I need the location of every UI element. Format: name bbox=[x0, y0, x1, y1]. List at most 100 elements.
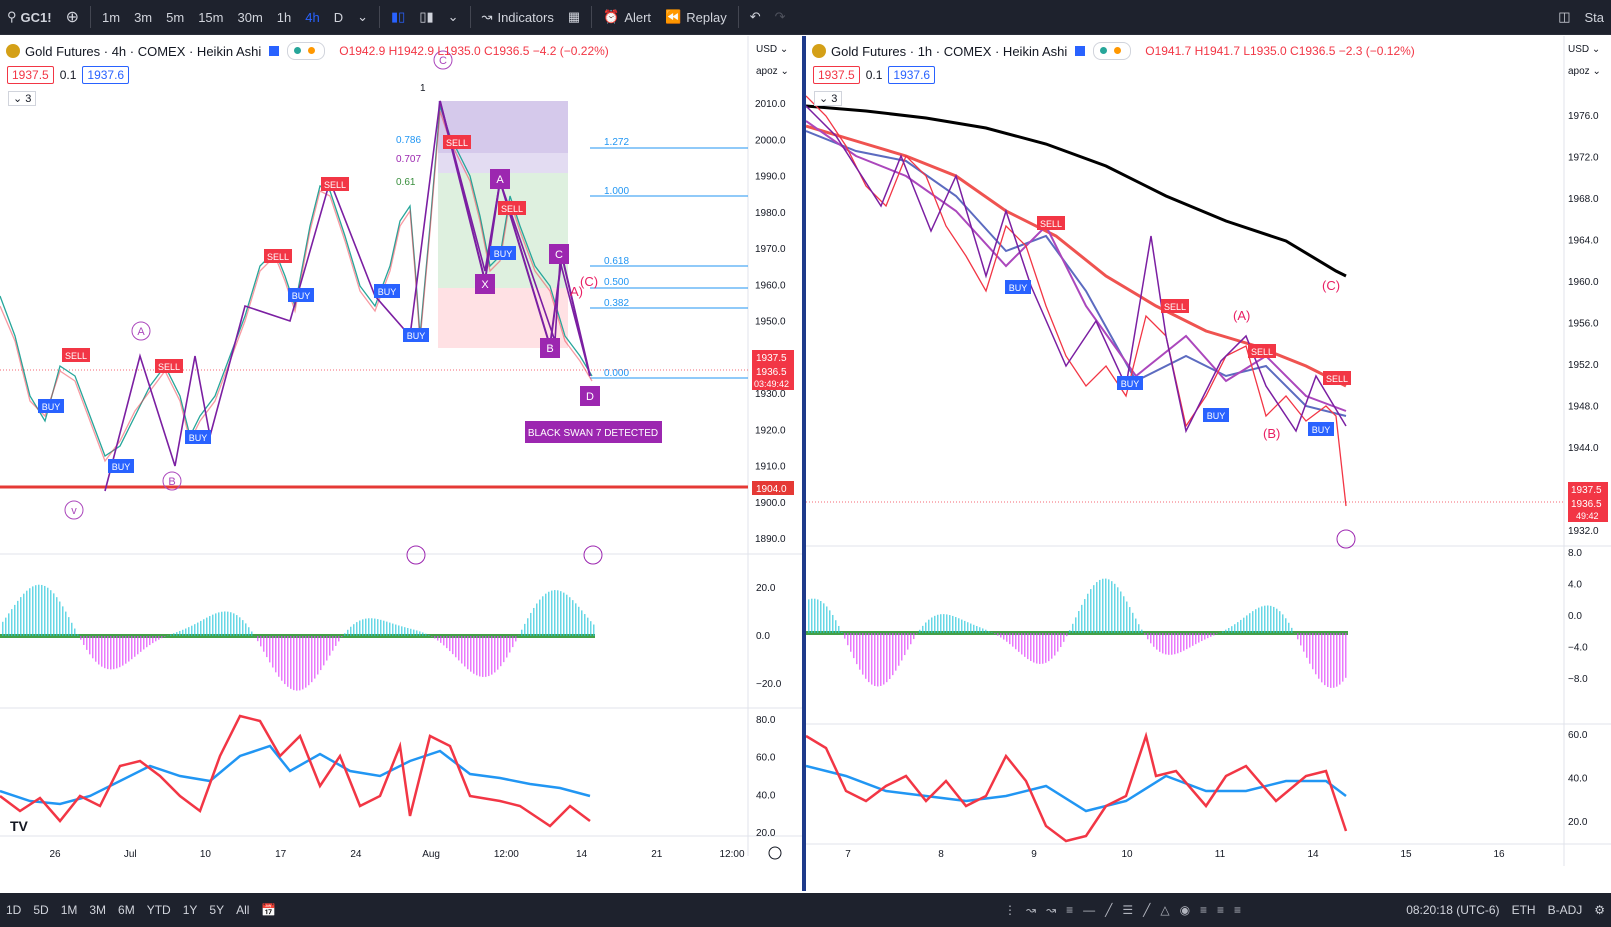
currency-selector[interactable]: USD ⌄ bbox=[1568, 44, 1601, 55]
interval-1h[interactable]: 1h bbox=[276, 9, 292, 25]
range-YTD[interactable]: YTD bbox=[146, 903, 171, 917]
right-chart-canvas[interactable]: (A) (B) (C) SELL SELL SELL SELL BUY BUY … bbox=[806, 36, 1611, 891]
indicators-button[interactable]: ↝ Indicators bbox=[475, 0, 561, 34]
event-icon[interactable] bbox=[406, 545, 426, 565]
buy-signal[interactable]: BUY bbox=[38, 399, 64, 413]
settings-gear-icon[interactable]: ⚙ bbox=[1594, 903, 1605, 917]
alert-button[interactable]: ⏰ Alert bbox=[596, 0, 658, 34]
interval-dropdown[interactable]: ⌄ bbox=[350, 0, 375, 34]
osc-tick: 40.0 bbox=[756, 790, 776, 801]
range-5Y[interactable]: 5Y bbox=[209, 903, 225, 917]
pattern-marker-B[interactable]: B bbox=[540, 338, 560, 358]
range-1Y[interactable]: 1Y bbox=[182, 903, 198, 917]
lightning-icon[interactable] bbox=[583, 545, 603, 565]
flag-icon[interactable] bbox=[269, 46, 280, 56]
pattern-marker-X[interactable]: X bbox=[475, 274, 495, 294]
pattern-marker-D[interactable]: D bbox=[580, 386, 600, 406]
buy-signal[interactable]: BUY bbox=[1308, 422, 1334, 436]
sell-signal[interactable]: SELL bbox=[62, 348, 90, 362]
pane-divider[interactable] bbox=[802, 36, 806, 891]
sell-signal[interactable]: SELL bbox=[498, 201, 526, 215]
undo-button[interactable]: ↶ bbox=[743, 0, 768, 34]
collapse-indicators-button[interactable]: ⌄ 3 bbox=[8, 91, 37, 106]
signal-text: BUY bbox=[1121, 379, 1140, 389]
wave-label-A[interactable]: A bbox=[131, 321, 151, 341]
wave-label-v[interactable]: v bbox=[64, 500, 84, 520]
buy-signal[interactable]: BUY bbox=[1203, 408, 1229, 422]
adjust-toggle[interactable]: B-ADJ bbox=[1547, 903, 1583, 917]
lightning-icon[interactable] bbox=[1336, 529, 1356, 549]
sell-signal[interactable]: SELL bbox=[1323, 371, 1351, 385]
goto-date-button[interactable]: 📅 bbox=[255, 903, 282, 917]
interval-30m[interactable]: 30m bbox=[237, 9, 263, 25]
redo-button[interactable]: ↷ bbox=[768, 0, 793, 34]
buy-signal[interactable]: BUY bbox=[403, 328, 429, 342]
collapse-indicators-button[interactable]: ⌄ 3 bbox=[814, 91, 843, 106]
settings-gear-icon[interactable] bbox=[768, 846, 782, 860]
range-All[interactable]: All bbox=[236, 903, 250, 917]
fib-label: 0.618 bbox=[604, 256, 629, 267]
left-time-axis[interactable]: 26 Jul 10 17 24 Aug 12:00 14 21 12:00 bbox=[49, 849, 745, 860]
sell-signal[interactable]: SELL bbox=[321, 177, 349, 191]
flag-icon[interactable] bbox=[1075, 46, 1086, 56]
right-chart-pane[interactable]: Gold Futures · 1h · COMEX · Heikin Ashi … bbox=[806, 36, 1611, 891]
interval-3m[interactable]: 3m bbox=[134, 9, 153, 25]
sell-signal[interactable]: SELL bbox=[155, 359, 183, 373]
histogram-bar bbox=[889, 633, 891, 679]
add-symbol-button[interactable]: ⊕ bbox=[59, 0, 86, 34]
range-3M[interactable]: 3M bbox=[89, 903, 107, 917]
histogram-bar bbox=[1141, 629, 1143, 633]
buy-signal[interactable]: BUY bbox=[490, 246, 516, 260]
sell-price[interactable]: 1937.5 bbox=[7, 66, 54, 84]
bar-type-button[interactable]: ▯▮ bbox=[412, 0, 440, 34]
left-chart-canvas[interactable]: 1.272 1.000 0.618 0.500 0.382 0.000 0.78… bbox=[0, 36, 802, 891]
chart-type-dropdown[interactable]: ⌄ bbox=[441, 0, 466, 34]
right-price-axis[interactable]: 1976.0 1972.0 1968.0 1964.0 1960.0 1956.0 1952… bbox=[1568, 111, 1599, 537]
buy-signal[interactable]: BUY bbox=[108, 459, 134, 473]
buy-signal[interactable]: BUY bbox=[1005, 280, 1031, 294]
layout-button[interactable]: ◫ bbox=[1551, 0, 1577, 34]
session-toggle[interactable]: ETH bbox=[1511, 903, 1536, 917]
sell-signal[interactable]: SELL bbox=[1037, 216, 1065, 230]
buy-signal[interactable]: BUY bbox=[288, 288, 314, 302]
interval-15m[interactable]: 15m bbox=[198, 9, 224, 25]
right-time-axis[interactable]: 7 8 9 10 11 14 15 16 bbox=[845, 849, 1505, 860]
histogram-bar bbox=[853, 633, 855, 659]
range-1D[interactable]: 1D bbox=[6, 903, 22, 917]
wave-label-B[interactable]: B bbox=[162, 471, 182, 491]
buy-signal[interactable]: BUY bbox=[374, 284, 400, 298]
wave-label-C[interactable]: C bbox=[433, 50, 453, 70]
drawing-tools[interactable]: ⋮↝↝≡—╱☰╱△◉≡≡≡ bbox=[998, 903, 1257, 917]
interval-D[interactable]: D bbox=[333, 9, 344, 25]
left-chart-pane[interactable]: Gold Futures · 4h · COMEX · Heikin Ashi … bbox=[0, 36, 802, 891]
histogram-bar bbox=[1177, 633, 1179, 654]
clock[interactable]: 08:20:18 (UTC-6) bbox=[1406, 903, 1500, 917]
sell-signal[interactable]: SELL bbox=[1161, 299, 1189, 313]
sell-signal[interactable]: SELL bbox=[264, 249, 292, 263]
replay-button[interactable]: ⏪ Replay bbox=[658, 0, 734, 34]
pattern-marker-C[interactable]: C bbox=[549, 244, 569, 264]
range-5D[interactable]: 5D bbox=[33, 903, 49, 917]
buy-price[interactable]: 1937.6 bbox=[888, 66, 936, 84]
templates-button[interactable]: ▦ bbox=[561, 0, 587, 34]
sell-signal[interactable]: SELL bbox=[1248, 344, 1276, 358]
interval-1m[interactable]: 1m bbox=[102, 9, 121, 25]
scale-selector[interactable]: apoz ⌄ bbox=[1568, 66, 1601, 77]
black-swan-alert[interactable]: BLACK SWAN 7 DETECTED bbox=[525, 421, 662, 443]
left-price-axis[interactable]: 2010.0 2000.0 1990.0 1980.0 1970.0 1960.0 1950… bbox=[755, 99, 786, 545]
range-1M[interactable]: 1M bbox=[60, 903, 78, 917]
range-6M[interactable]: 6M bbox=[118, 903, 135, 917]
interval-5m[interactable]: 5m bbox=[166, 9, 185, 25]
interval-4h[interactable]: 4h bbox=[305, 9, 320, 25]
currency-selector[interactable]: USD ⌄ bbox=[756, 44, 789, 55]
buy-signal[interactable]: BUY bbox=[1117, 376, 1143, 390]
buy-price[interactable]: 1937.6 bbox=[82, 66, 130, 84]
scale-selector[interactable]: apoz ⌄ bbox=[756, 66, 789, 77]
pattern-marker-A[interactable]: A bbox=[490, 169, 510, 189]
right-truncated[interactable]: Sta bbox=[1584, 9, 1604, 25]
sell-signal[interactable]: SELL bbox=[443, 135, 471, 149]
sell-price[interactable]: 1937.5 bbox=[813, 66, 860, 84]
buy-signal[interactable]: BUY bbox=[185, 430, 211, 444]
symbol-search[interactable]: ⚲ GC1! bbox=[0, 0, 59, 34]
chart-type-button[interactable]: ▮▯ bbox=[384, 0, 412, 34]
